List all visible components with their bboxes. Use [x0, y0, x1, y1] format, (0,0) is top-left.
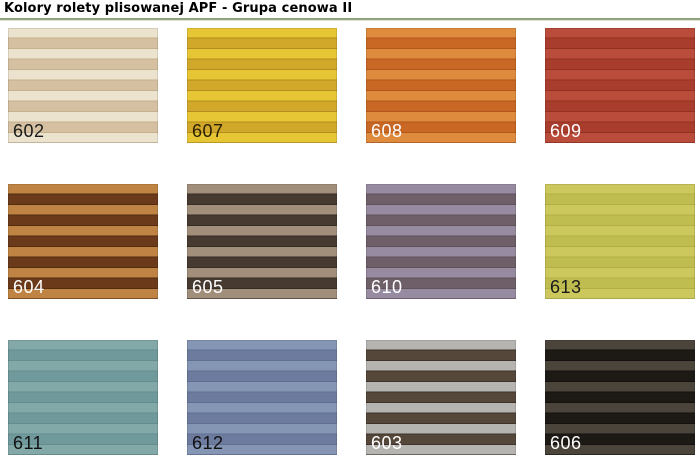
swatch-row-3: 611 612 603 606 [8, 340, 695, 455]
swatch-610: 610 [366, 184, 516, 299]
swatch-code: 613 [550, 277, 582, 298]
swatch-code: 606 [550, 433, 582, 454]
swatch-code: 609 [550, 121, 582, 142]
swatch-code: 610 [371, 277, 403, 298]
swatch-609: 609 [545, 28, 695, 143]
title-divider [0, 18, 700, 21]
swatch-613: 613 [545, 184, 695, 299]
swatch-code: 604 [13, 277, 45, 298]
swatch-612: 612 [187, 340, 337, 455]
swatch-611: 611 [8, 340, 158, 455]
swatch-row-2: 604 605 610 613 [8, 184, 695, 299]
swatch-606: 606 [545, 340, 695, 455]
swatch-code: 603 [371, 433, 403, 454]
swatch-608: 608 [366, 28, 516, 143]
swatch-code: 607 [192, 121, 224, 142]
page-title: Kolory rolety plisowanej APF - Grupa cen… [4, 1, 353, 16]
swatch-code: 608 [371, 121, 403, 142]
swatch-code: 605 [192, 277, 224, 298]
swatch-code: 602 [13, 121, 45, 142]
swatch-code: 611 [13, 433, 44, 454]
swatch-604: 604 [8, 184, 158, 299]
swatch-605: 605 [187, 184, 337, 299]
swatch-607: 607 [187, 28, 337, 143]
swatch-603: 603 [366, 340, 516, 455]
swatch-row-1: 602 607 608 609 [8, 28, 695, 143]
swatch-602: 602 [8, 28, 158, 143]
swatch-code: 612 [192, 433, 224, 454]
